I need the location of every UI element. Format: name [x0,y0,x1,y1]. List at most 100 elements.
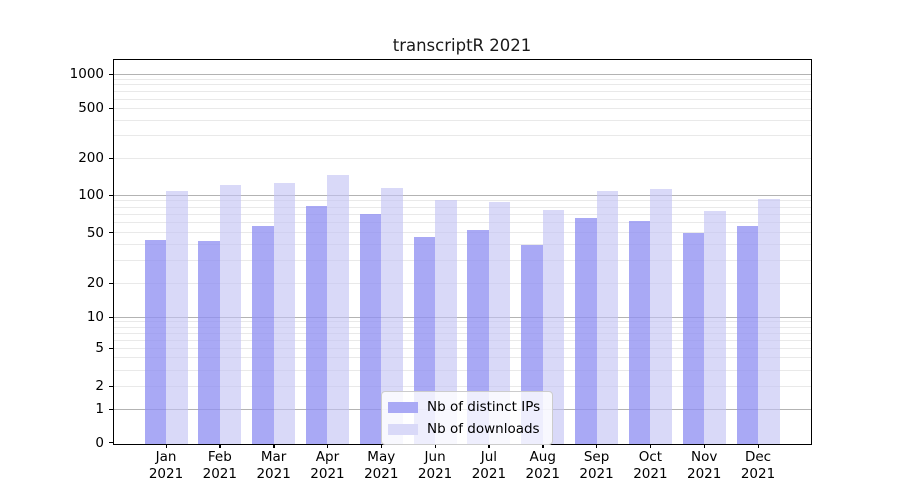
x-axis-tick-mark [380,444,383,448]
y-axis-tick-label: 5 [95,340,104,356]
minor-gridline [114,84,811,86]
y-axis-tick-label: 20 [86,275,104,291]
y-axis-tick-mark [109,157,113,159]
x-axis-tick-mark [165,444,167,448]
y-axis-tick-mark [109,442,113,444]
bar-downloads-jun [435,200,457,444]
bar-distinct-ips-oct [628,220,651,444]
x-axis-tick-mark [649,444,652,448]
major-gridline [114,316,811,318]
x-axis-tick-label: Apr 2021 [310,449,345,482]
legend-swatch [388,423,418,435]
y-axis-tick-label: 200 [78,150,104,166]
y-axis-tick-mark [109,408,113,410]
bar-downloads-aug [542,209,565,444]
y-axis-tick-label: 1000 [69,66,104,82]
plot-area: Nb of distinct IPs Nb of downloads [113,59,812,445]
y-axis-tick-mark [109,316,113,318]
bar-downloads-may [381,187,403,444]
y-axis-tick-label: 1 [95,401,104,417]
y-axis-tick-label: 500 [78,100,104,116]
y-axis-tick-mark [109,73,113,75]
minor-gridline [114,222,811,224]
x-axis-tick-mark [542,444,544,448]
minor-gridline [114,119,811,121]
x-axis-tick-mark [757,444,759,448]
minor-gridline [114,282,811,284]
minor-gridline [114,347,811,349]
x-axis-tick-mark [434,444,436,448]
legend-item: Nb of distinct IPs [388,396,540,418]
bar-distinct-ips-feb [198,240,220,444]
y-axis-tick-label: 10 [86,309,104,325]
x-axis-tick-label: Mar 2021 [256,449,291,482]
bar-downloads-feb [219,185,242,444]
minor-gridline [114,385,811,387]
y-axis-tick-mark [109,232,113,234]
x-axis-tick-mark [219,444,221,448]
bar-downloads-sep [596,190,619,444]
bar-distinct-ips-may [359,213,382,444]
minor-gridline [114,339,811,341]
bar-distinct-ips-sep [575,218,597,444]
y-axis-tick-label: 50 [86,224,104,241]
bar-downloads-jan [166,190,188,444]
x-axis-tick-label: Dec 2021 [740,449,776,482]
legend-swatch [388,401,418,413]
y-axis-tick-mark [109,194,113,196]
bar-distinct-ips-jan [144,239,166,444]
bar-downloads-apr [327,174,349,444]
bar-downloads-nov [704,211,726,444]
minor-gridline [114,107,811,109]
y-axis-tick-mark [109,282,113,284]
bar-distinct-ips-apr [305,205,328,444]
x-axis-tick-label: Oct 2021 [633,449,668,482]
minor-gridline [114,326,811,328]
minor-gridline [114,90,811,92]
x-axis-tick-label: Aug 2021 [525,449,560,482]
bar-downloads-oct [650,189,672,444]
y-axis-tick-label: 100 [78,187,104,203]
minor-gridline [114,78,811,80]
x-axis-tick-label: Feb 2021 [202,449,237,482]
major-gridline [114,194,811,196]
minor-gridline [114,332,811,334]
minor-gridline [114,206,811,208]
minor-gridline [114,98,811,100]
y-axis-tick-label: 0 [95,434,104,451]
bar-distinct-ips-mar [252,226,274,444]
x-axis-tick-label: May 2021 [364,449,399,482]
chart-title: transcriptR 2021 [392,36,532,55]
minor-gridline [114,213,811,215]
minor-gridline [114,135,811,137]
y-axis-tick-mark [109,347,113,349]
minor-gridline [114,321,811,323]
y-axis-tick-label: 2 [95,378,104,394]
minor-gridline [114,369,811,371]
x-axis-tick-label: Sep 2021 [579,449,614,482]
legend: Nb of distinct IPs Nb of downloads [381,391,554,445]
minor-gridline [114,232,811,233]
x-axis-tick-label: Jul 2021 [471,449,507,482]
minor-gridline [114,200,811,202]
bar-downloads-mar [273,183,296,444]
bar-distinct-ips-jul [467,230,489,444]
bar-distinct-ips-nov [682,232,705,444]
x-axis-tick-mark [488,444,490,448]
legend-label: Nb of downloads [427,421,540,437]
minor-gridline [114,357,811,359]
y-axis-tick-mark [109,385,113,387]
x-axis-tick-label: Jun 2021 [417,449,453,482]
legend-label: Nb of distinct IPs [427,399,541,415]
x-axis-tick-label: Nov 2021 [687,449,722,482]
x-axis-tick-mark [703,444,706,448]
bar-distinct-ips-dec [736,226,759,444]
minor-gridline [114,244,811,246]
x-axis-tick-mark [596,444,598,448]
bar-downloads-dec [758,198,780,444]
minor-gridline [114,260,811,262]
x-axis-tick-mark [326,444,329,448]
major-gridline [114,73,811,75]
x-axis-tick-label: Jan 2021 [148,449,184,482]
